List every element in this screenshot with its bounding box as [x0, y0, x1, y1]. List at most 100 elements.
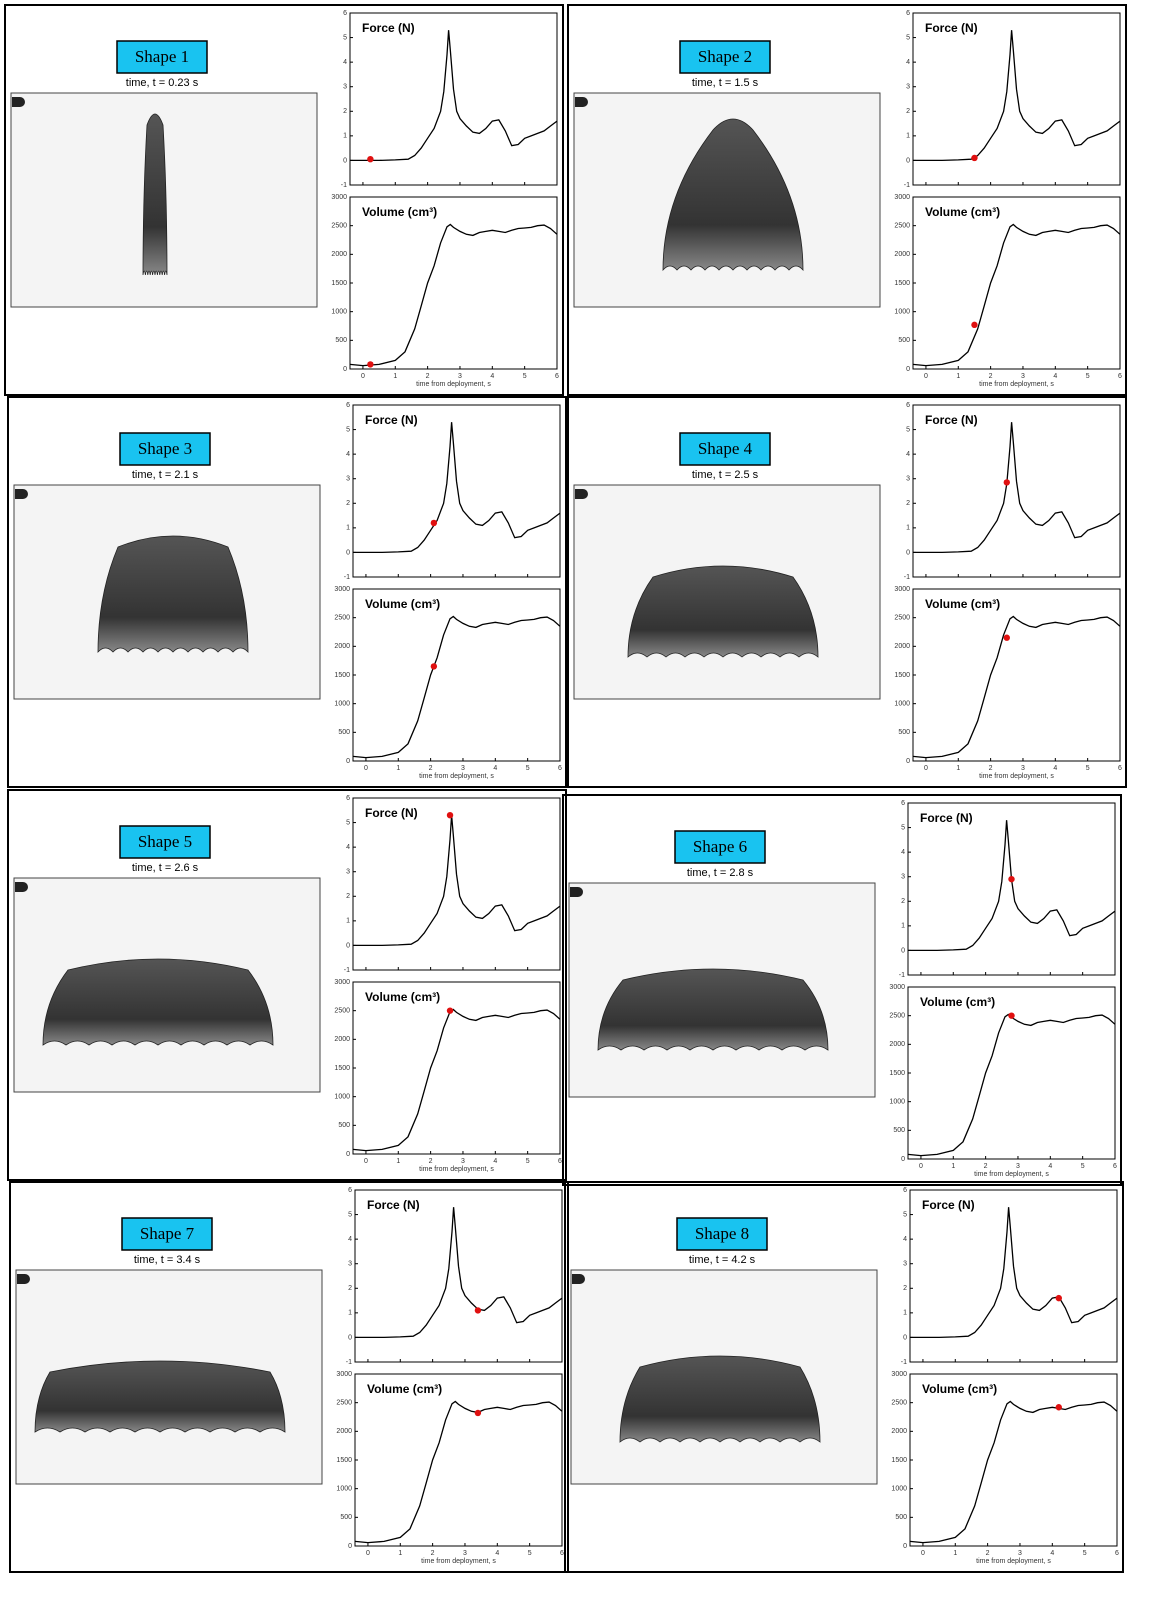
curve: [350, 30, 558, 162]
y-tick-label: 0: [901, 1156, 905, 1163]
x-tick-label: 3: [1016, 1163, 1020, 1170]
y-tick-label: 3000: [894, 194, 910, 201]
x-axis-label: time from deployment, s: [976, 1558, 1051, 1565]
shape-label: Shape 8: [695, 1224, 749, 1243]
y-tick-label: 5: [906, 34, 910, 41]
x-axis-label: time from deployment, s: [416, 381, 491, 388]
curve: [910, 1207, 1118, 1339]
camera-blob: [17, 1274, 30, 1284]
shape-label-box: [119, 825, 211, 859]
x-tick-label: 6: [1113, 1163, 1117, 1170]
x-axis-label: time from deployment, s: [419, 1166, 494, 1173]
y-tick-label: 5: [346, 819, 350, 826]
camera-blob: [572, 1274, 585, 1284]
y-tick-label: 2000: [894, 251, 910, 258]
y-tick-label: 1500: [331, 280, 347, 287]
plot-frame: [349, 196, 558, 370]
y-tick-label: 5: [346, 426, 350, 433]
panel-frame: [564, 1181, 1124, 1573]
canopy-shape: [597, 968, 829, 1051]
time-label: time, t = 4.2 s: [689, 1254, 756, 1266]
shape-label-box: [679, 40, 771, 74]
y-tick-label: 0: [901, 947, 905, 954]
time-marker: [1008, 875, 1015, 883]
y-tick-label: 5: [901, 824, 905, 831]
y-tick-label: 3: [348, 1261, 352, 1268]
x-tick-label: 1: [396, 1158, 400, 1165]
canopy-shape: [42, 958, 274, 1046]
y-tick-label: 2000: [889, 1041, 905, 1048]
panel: Shape 6 time, t = 2.8 s -1 0 1 2 3 4 5 6 Force (N)…: [562, 794, 1122, 1186]
y-tick-label: 500: [338, 729, 350, 736]
x-axis-label: time from deployment, s: [974, 1171, 1049, 1178]
panel: Shape 7 time, t = 3.4 s -1 0 1 2 3 4 5 6 Force (N)…: [9, 1181, 569, 1573]
curve: [912, 223, 1121, 367]
x-tick-label: 4: [1048, 1163, 1052, 1170]
shape-label-box: [676, 1217, 768, 1251]
y-tick-label: 3000: [891, 1371, 907, 1378]
y-tick-label: 2000: [891, 1428, 907, 1435]
chart-title: Force (N): [922, 1198, 975, 1212]
time-marker: [474, 1409, 482, 1417]
y-tick-label: -1: [904, 574, 910, 581]
y-tick-label: 0: [346, 1151, 350, 1158]
x-tick-label: 0: [919, 1163, 923, 1170]
y-tick-label: 1000: [891, 1486, 907, 1493]
x-tick-label: 6: [555, 373, 559, 380]
time-marker: [430, 519, 438, 527]
x-tick-label: 4: [493, 1158, 497, 1165]
x-tick-label: 5: [526, 765, 530, 772]
camera-blob: [15, 882, 28, 892]
x-tick-label: 5: [1081, 1163, 1085, 1170]
y-tick-label: 6: [906, 402, 910, 409]
y-tick-label: 4: [903, 1236, 907, 1243]
y-tick-label: -1: [341, 182, 347, 189]
curve: [353, 422, 561, 554]
y-tick-label: 6: [346, 402, 350, 409]
time-marker: [1003, 634, 1010, 641]
plot-frame: [352, 797, 561, 971]
time-marker: [430, 663, 438, 670]
panel: Shape 1 time, t = 0.23 s -1 0 1 2 3 4 5 6 Force (N…: [4, 4, 564, 396]
x-tick-label: 5: [1083, 1550, 1087, 1557]
y-tick-label: 3000: [334, 979, 350, 986]
y-tick-label: 4: [901, 849, 905, 856]
time-marker: [1055, 1404, 1062, 1411]
y-tick-label: 1: [346, 525, 350, 532]
x-axis-label: time from deployment, s: [979, 381, 1054, 388]
y-tick-label: 2500: [894, 615, 910, 622]
x-tick-label: 0: [921, 1550, 925, 1557]
x-tick-label: 1: [393, 373, 397, 380]
y-tick-label: -1: [904, 182, 910, 189]
shape-label-box: [119, 432, 211, 466]
y-tick-label: 0: [903, 1543, 907, 1550]
y-tick-label: 2: [903, 1285, 907, 1292]
x-tick-label: 3: [461, 765, 465, 772]
x-tick-label: 6: [558, 765, 562, 772]
y-tick-label: 1000: [336, 1486, 352, 1493]
x-tick-label: 6: [560, 1550, 564, 1557]
canopy-shape: [662, 118, 804, 272]
canopy-shape: [619, 1355, 821, 1443]
time-label: time, t = 2.1 s: [132, 469, 199, 481]
y-tick-label: 6: [903, 1187, 907, 1194]
y-tick-label: 1000: [334, 701, 350, 708]
y-tick-label: 6: [901, 800, 905, 807]
y-tick-label: 500: [898, 729, 910, 736]
y-tick-label: 3: [346, 476, 350, 483]
shape-label: Shape 1: [135, 47, 189, 66]
chart-title: Volume (cm³): [925, 205, 1000, 219]
y-tick-label: 1: [901, 923, 905, 930]
y-tick-label: 5: [348, 1211, 352, 1218]
x-tick-label: 2: [989, 373, 993, 380]
chart-title: Volume (cm³): [922, 1382, 997, 1396]
y-tick-label: 5: [906, 426, 910, 433]
canopy-shape: [627, 565, 819, 658]
curve: [909, 1400, 1118, 1544]
x-tick-label: 3: [461, 1158, 465, 1165]
curve: [913, 422, 1121, 554]
shape-label: Shape 3: [138, 439, 192, 458]
chart-title: Force (N): [367, 1198, 420, 1212]
plot-frame: [352, 981, 561, 1155]
y-tick-label: 1: [346, 918, 350, 925]
